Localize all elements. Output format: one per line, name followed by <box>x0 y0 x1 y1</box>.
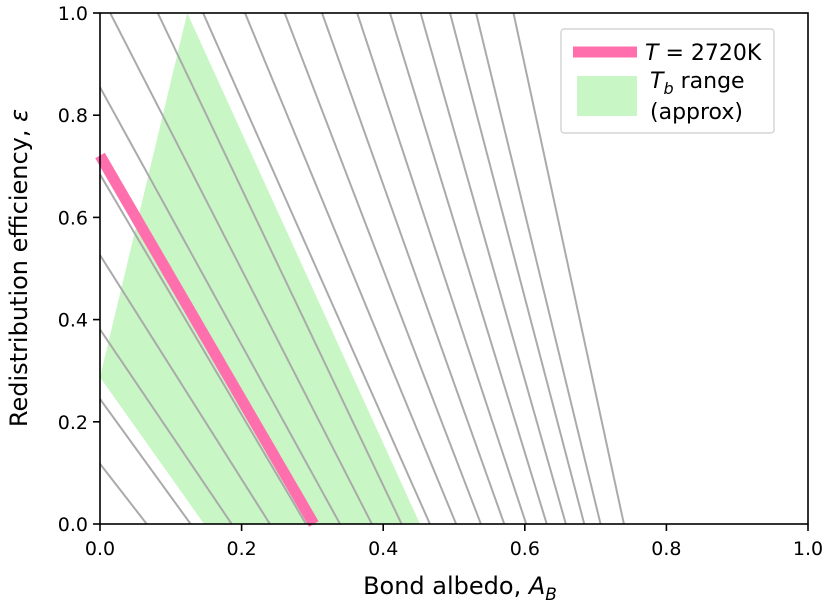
y-tick-label: 0.2 <box>58 412 88 434</box>
temperature-curve <box>95 152 319 527</box>
contour-line <box>99 328 233 525</box>
contour-line <box>475 12 602 525</box>
contour-lines <box>99 12 625 525</box>
contour-line <box>419 12 567 525</box>
contour-line <box>99 254 271 525</box>
legend-band-label-line2: (approx) <box>650 100 743 125</box>
x-tick-label: 0.0 <box>85 538 115 560</box>
plot-area <box>95 12 625 527</box>
y-axis-ticks: 0.0 0.2 0.4 0.6 0.8 1.0 <box>58 3 100 536</box>
plot-frame <box>99 12 809 525</box>
contour-line <box>244 12 458 525</box>
contour-line <box>389 12 548 525</box>
contour-line <box>99 173 307 525</box>
legend-band-swatch <box>577 76 637 116</box>
contour-line <box>356 12 528 525</box>
contour-line <box>283 12 482 525</box>
contour-line <box>99 86 341 525</box>
contour-line <box>449 12 586 525</box>
y-tick-label: 0.6 <box>58 207 88 229</box>
y-axis-title: Redistribution efficiency, ε <box>5 109 33 427</box>
x-tick-label: 0.6 <box>510 538 540 560</box>
y-tick-label: 1.0 <box>58 3 88 25</box>
contour-line <box>99 398 192 525</box>
contour-line <box>202 12 431 525</box>
x-tick-label: 1.0 <box>793 538 823 560</box>
contour-line <box>156 12 403 525</box>
contour-line <box>109 12 373 525</box>
x-axis-ticks: 0.0 0.2 0.4 0.6 0.8 1.0 <box>85 524 823 560</box>
x-tick-label: 0.2 <box>226 538 256 560</box>
x-tick-label: 0.8 <box>651 538 681 560</box>
x-tick-label: 0.4 <box>368 538 398 560</box>
temperature-curve-layer <box>95 152 319 527</box>
y-tick-label: 0.0 <box>58 514 88 536</box>
legend-band-label-line1: Tb range <box>650 69 745 98</box>
contour-line <box>321 12 506 525</box>
x-axis-title: Bond albedo, AB <box>363 572 557 604</box>
y-tick-label: 0.4 <box>58 310 88 332</box>
contour-line <box>512 12 625 525</box>
contour-line <box>99 463 148 525</box>
y-tick-label: 0.8 <box>58 105 88 127</box>
legend: T = 2720K Tb range (approx) <box>560 28 775 134</box>
legend-highlight-label: T = 2720K <box>645 41 762 66</box>
